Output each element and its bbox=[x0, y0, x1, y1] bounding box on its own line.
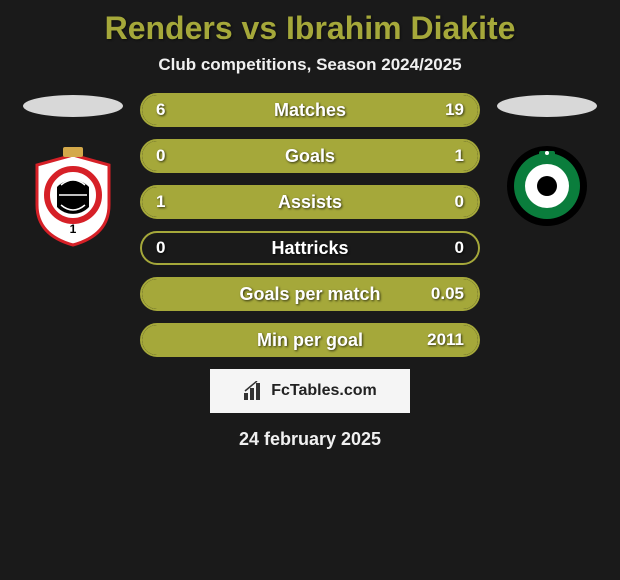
main-row: 1 6Matches190Goals11Assists00Hattricks0G… bbox=[0, 93, 620, 357]
stat-value-right: 0.05 bbox=[431, 284, 464, 304]
stat-label: Assists bbox=[142, 192, 478, 213]
stat-bar: 6Matches19 bbox=[140, 93, 480, 127]
stat-bar: 0Goals1 bbox=[140, 139, 480, 173]
stats-column: 6Matches190Goals11Assists00Hattricks0Goa… bbox=[140, 93, 480, 357]
source-logo-text: FcTables.com bbox=[271, 382, 377, 400]
comparison-card: Renders vs Ibrahim Diakite Club competit… bbox=[0, 0, 620, 460]
right-column bbox=[492, 93, 602, 227]
stat-label: Matches bbox=[142, 100, 478, 121]
club-badge-left: 1 bbox=[29, 145, 117, 249]
player-photo-placeholder-left bbox=[23, 95, 123, 117]
stat-value-right: 0 bbox=[455, 238, 464, 258]
date: 24 february 2025 bbox=[239, 429, 381, 450]
stat-bar: Min per goal2011 bbox=[140, 323, 480, 357]
left-column: 1 bbox=[18, 93, 128, 249]
stat-label: Hattricks bbox=[142, 238, 478, 259]
stat-value-right: 2011 bbox=[427, 330, 464, 350]
club-badge-right bbox=[506, 145, 588, 227]
stat-bar: 1Assists0 bbox=[140, 185, 480, 219]
stat-bar: 0Hattricks0 bbox=[140, 231, 480, 265]
page-title: Renders vs Ibrahim Diakite bbox=[105, 10, 516, 47]
stat-value-right: 19 bbox=[445, 100, 464, 120]
player-photo-placeholder-right bbox=[497, 95, 597, 117]
chart-icon bbox=[243, 381, 265, 401]
stat-value-right: 1 bbox=[455, 146, 464, 166]
subtitle: Club competitions, Season 2024/2025 bbox=[158, 55, 461, 75]
stat-label: Goals bbox=[142, 146, 478, 167]
stat-label: Goals per match bbox=[142, 284, 478, 305]
svg-text:1: 1 bbox=[70, 222, 77, 236]
stat-bar: Goals per match0.05 bbox=[140, 277, 480, 311]
source-logo[interactable]: FcTables.com bbox=[210, 369, 410, 413]
stat-value-right: 0 bbox=[455, 192, 464, 212]
